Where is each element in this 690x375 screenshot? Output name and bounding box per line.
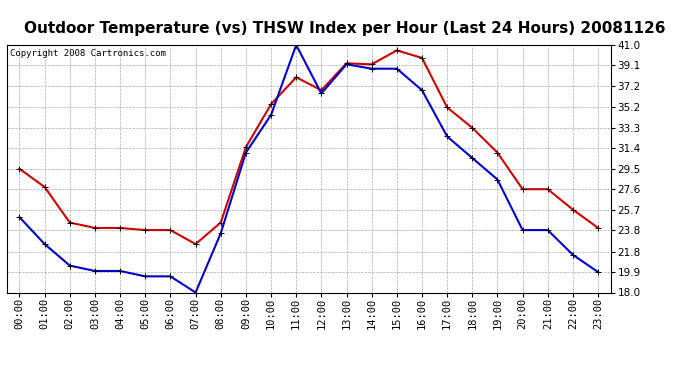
- Text: Copyright 2008 Cartronics.com: Copyright 2008 Cartronics.com: [10, 49, 166, 58]
- Text: Outdoor Temperature (vs) THSW Index per Hour (Last 24 Hours) 20081126: Outdoor Temperature (vs) THSW Index per …: [24, 21, 666, 36]
